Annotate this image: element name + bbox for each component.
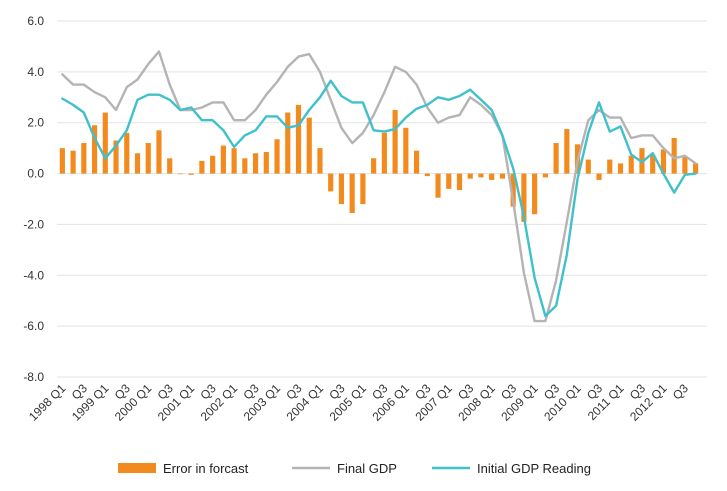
error-bar	[510, 173, 516, 207]
error-bar	[220, 145, 226, 174]
error-bar	[59, 148, 65, 174]
gridlines	[57, 20, 707, 378]
error-bar	[607, 159, 613, 174]
y-tick-label: 4.0	[27, 65, 44, 79]
error-bar	[467, 173, 473, 179]
error-bar	[199, 160, 205, 174]
error-bar	[424, 173, 430, 177]
error-bar	[521, 173, 527, 222]
error-bar	[231, 148, 237, 174]
error-bar	[210, 155, 216, 174]
error-bar	[553, 143, 559, 174]
error-bar	[81, 143, 87, 174]
error-bar	[489, 173, 495, 180]
error-bar	[274, 139, 280, 174]
error-bar	[650, 154, 656, 174]
error-bar	[360, 173, 366, 205]
error-bar	[70, 150, 76, 174]
error-bar	[188, 173, 194, 175]
error-bar	[242, 158, 248, 174]
error-bar	[446, 173, 452, 189]
error-bar	[317, 148, 323, 174]
error-bar	[671, 137, 677, 174]
error-bar	[338, 173, 345, 205]
final-gdp-line	[61, 50, 697, 323]
y-tick-label: 6.0	[27, 14, 44, 28]
gdp-lines	[61, 50, 697, 323]
y-tick-label: 0.0	[27, 167, 44, 181]
y-tick-label: -6.0	[23, 319, 44, 333]
error-bar	[585, 159, 591, 174]
error-bar	[542, 173, 548, 178]
error-bar	[124, 132, 130, 174]
error-bar	[413, 150, 420, 174]
error-bar	[134, 153, 141, 174]
legend-label: Initial GDP Reading	[477, 461, 591, 476]
error-bar	[328, 173, 334, 192]
y-tick-label: -8.0	[23, 370, 44, 384]
error-bar	[113, 140, 119, 174]
error-bar	[682, 157, 688, 174]
y-axis: 6.0 4.0 2.0 0.0 -2.0 -4.0 -6.0 -8.0	[23, 14, 44, 384]
y-tick-label: -2.0	[23, 217, 44, 231]
error-bar	[660, 149, 667, 174]
error-bar	[145, 143, 151, 174]
error-bar	[499, 173, 506, 179]
error-bar	[102, 112, 108, 174]
error-bar	[156, 130, 162, 174]
error-bar	[532, 173, 538, 215]
y-tick-label: 2.0	[27, 116, 44, 130]
error-bar	[252, 153, 259, 174]
error-bar	[564, 129, 570, 174]
error-bar	[177, 173, 184, 175]
error-bar	[596, 173, 602, 180]
error-bar	[456, 173, 463, 191]
error-bar	[349, 173, 355, 213]
error-bar	[167, 158, 173, 174]
error-bar	[617, 163, 624, 174]
y-tick-label: -4.0	[23, 268, 44, 282]
legend-swatch-error	[118, 463, 156, 473]
error-bar	[478, 173, 484, 178]
error-bar	[628, 155, 634, 174]
error-bar	[371, 158, 377, 174]
error-bar	[91, 125, 98, 174]
error-bar	[295, 104, 302, 174]
error-bar	[285, 112, 291, 174]
error-bar	[263, 151, 269, 174]
x-tick-label: 1998 Q1	[26, 381, 69, 424]
legend-label: Final GDP	[337, 461, 397, 476]
initial-gdp-reading-line	[61, 79, 697, 318]
error-bar	[403, 127, 409, 174]
legend-label: Error in forcast	[163, 461, 249, 476]
x-tick-label: Q3	[670, 381, 691, 402]
error-bar	[693, 163, 699, 174]
error-bar	[306, 117, 312, 174]
legend: Error in forcast Final GDP Initial GDP Rea…	[118, 461, 591, 476]
error-bar	[435, 173, 441, 198]
error-bar	[392, 110, 398, 174]
error-bar	[381, 132, 387, 174]
